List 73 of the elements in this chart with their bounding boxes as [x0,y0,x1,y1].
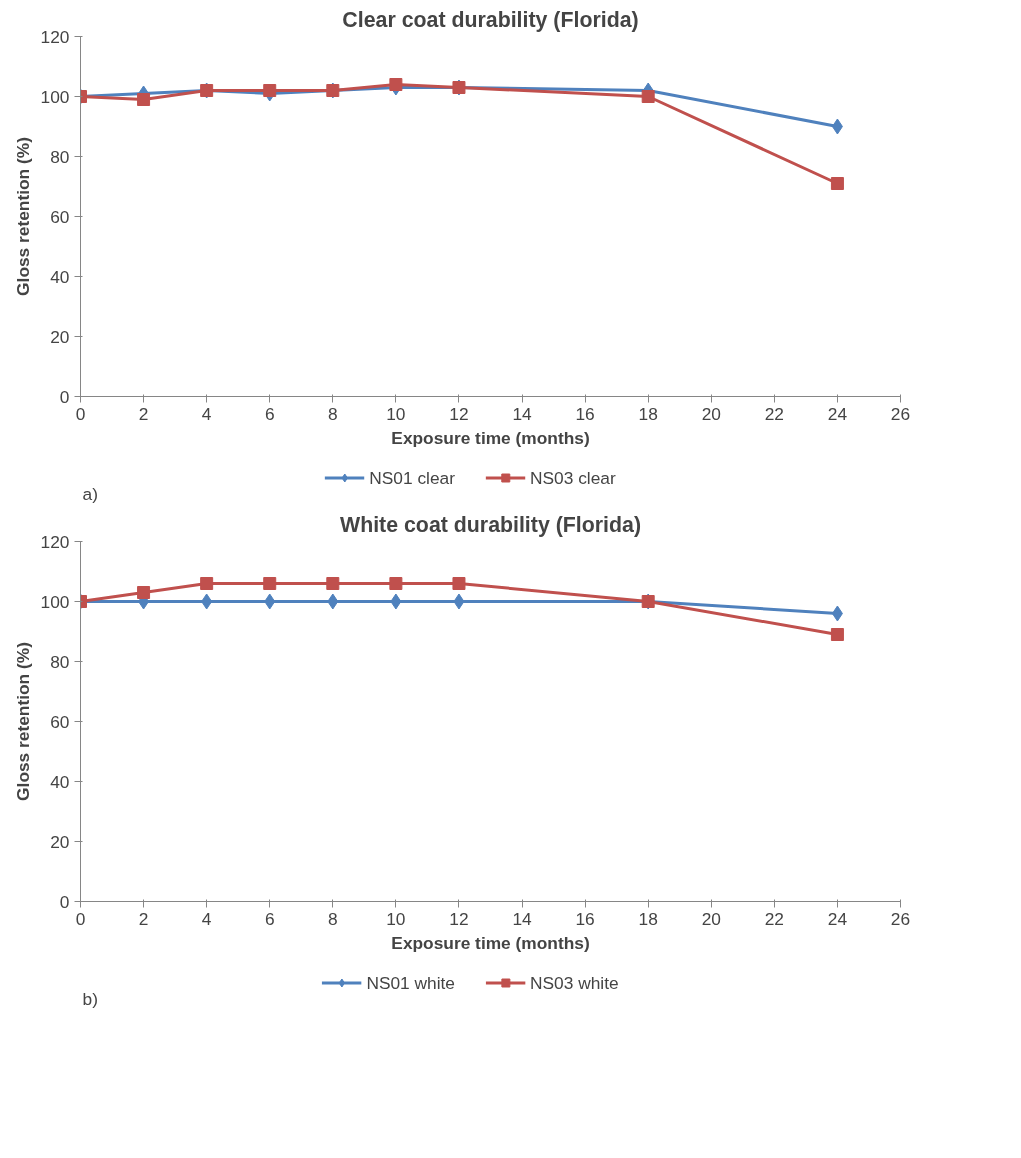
x-tick-label: 26 [890,908,911,929]
y-tick-label: 120 [40,531,70,552]
y-tick-label: 20 [50,326,70,347]
x-tick-label: 4 [201,403,212,424]
text: b) [82,988,98,1009]
x-tick-label: 2 [138,403,149,424]
y-tick-label: 60 [50,206,70,227]
chart-title: White coat durability (Florida) [340,512,641,537]
x-tick-label: 16 [575,403,595,424]
x-tick-label: 10 [386,908,406,929]
y-tick-label: 0 [59,891,70,912]
x-tick-label: 4 [201,908,212,929]
x-axis-title: Exposure time (months) [391,427,590,448]
point [390,593,402,610]
x-tick-label: 12 [449,403,469,424]
x-tick-label: 0 [75,403,86,424]
y-tick-label: 100 [40,591,70,612]
x-tick-label: 12 [449,908,469,929]
x-tick-label: 24 [827,403,848,424]
x-tick-label: 20 [701,403,721,424]
x-tick-label: 18 [638,908,658,929]
point [831,118,843,135]
legend-label: NS01 white [366,972,455,993]
point [452,577,466,590]
y-axis-title: Gloss retention (%) [12,642,33,801]
x-tick-label: 2 [138,908,149,929]
y-tick-label: 20 [50,831,70,852]
point [453,593,465,610]
point [641,90,655,103]
point [831,605,843,622]
x-tick-label: 18 [638,403,658,424]
point [389,577,403,590]
x-tick-label: 14 [512,403,533,424]
legend-label: NS03 clear [530,467,616,488]
x-tick-label: 22 [764,908,784,929]
x-tick-label: 6 [264,908,275,929]
point [327,593,339,610]
y-tick-label: 100 [40,86,70,107]
y-tick-label: 80 [50,146,70,167]
point [263,577,277,590]
y-tick-label: 80 [50,651,70,672]
legend-label: NS01 clear [369,467,455,488]
point [326,577,340,590]
x-tick-label: 26 [890,403,911,424]
x-tick-label: 8 [327,403,338,424]
x-tick-label: 22 [764,403,784,424]
x-tick-label: 8 [327,908,338,929]
y-tick-label: 40 [50,771,70,792]
point [263,84,277,97]
point [830,628,844,641]
legend-label: NS03 white [530,972,619,993]
x-tick-label: 0 [75,908,86,929]
x-axis-title: Exposure time (months) [391,932,590,953]
point [137,586,151,599]
x-tick-label: 16 [575,908,595,929]
point [201,593,213,610]
y-tick-label: 40 [50,266,70,287]
y-tick-label: 120 [40,26,70,47]
point [264,593,276,610]
x-tick-label: 24 [827,908,848,929]
y-tick-label: 0 [59,386,70,407]
x-tick-label: 6 [264,403,275,424]
x-tick-label: 10 [386,403,406,424]
text: a) [82,483,98,504]
chart-title: Clear coat durability (Florida) [342,7,639,32]
x-tick-label: 20 [701,908,721,929]
point [389,78,403,91]
point [830,177,844,190]
x-tick-label: 14 [512,908,533,929]
point [137,93,151,106]
point [200,577,214,590]
y-axis-title: Gloss retention (%) [12,137,33,296]
y-tick-label: 60 [50,711,70,732]
